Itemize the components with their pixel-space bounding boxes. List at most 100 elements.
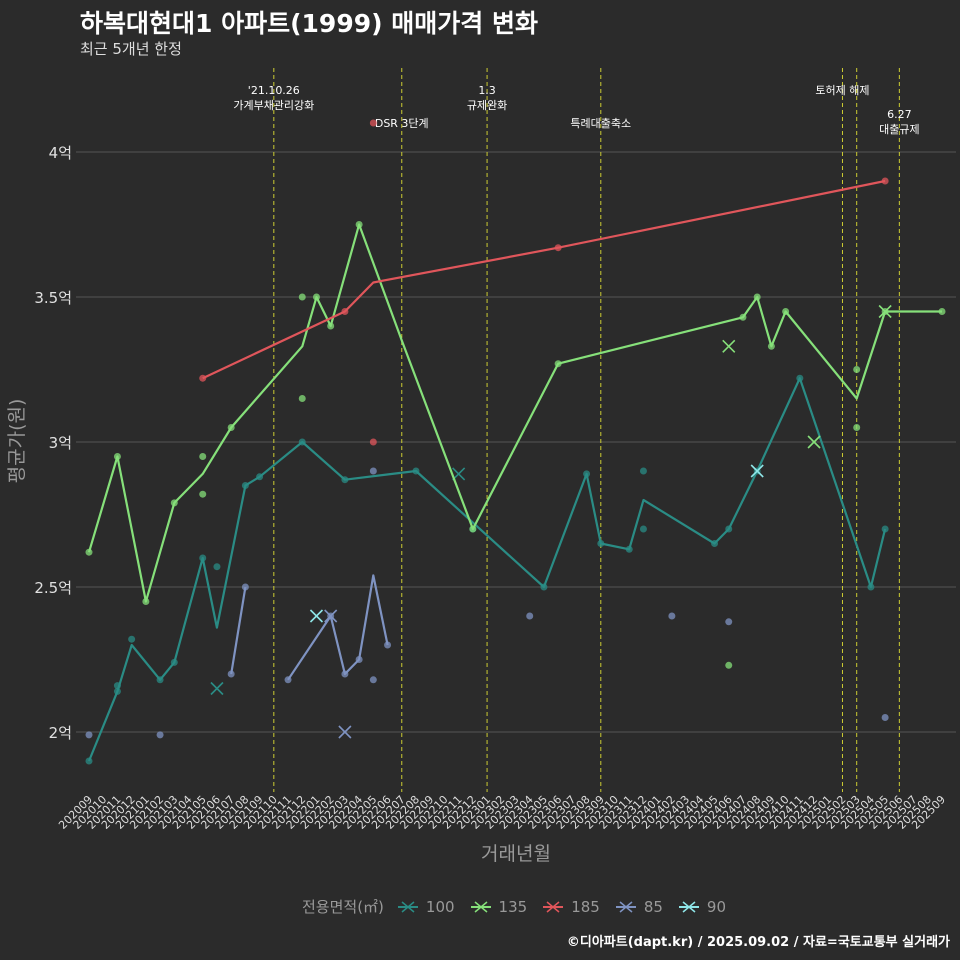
data-point-100 bbox=[213, 563, 221, 571]
data-point-100 bbox=[156, 676, 164, 684]
data-point-100 bbox=[341, 476, 349, 484]
data-point-135 bbox=[355, 221, 363, 228]
data-point-100 bbox=[113, 687, 121, 695]
y-tick-label: 2억 bbox=[49, 724, 72, 742]
legend-label-135: 135 bbox=[498, 897, 528, 916]
legend: 전용면적(㎡) 100 135 185 85 90 bbox=[302, 896, 732, 917]
data-point-100 bbox=[412, 467, 420, 475]
data-point-135 bbox=[554, 360, 562, 368]
legend-item-100: 100 bbox=[396, 898, 455, 916]
data-point-135 bbox=[85, 548, 93, 556]
data-point-100 bbox=[540, 583, 548, 591]
series-line-85 bbox=[287, 574, 389, 681]
data-point-100 bbox=[256, 473, 264, 481]
data-point-85 bbox=[384, 641, 392, 649]
data-point-100 bbox=[625, 545, 633, 553]
data-point-135 bbox=[725, 661, 733, 669]
data-point-100 bbox=[867, 583, 875, 591]
legend-item-90: 90 bbox=[677, 898, 726, 916]
data-point-85 bbox=[369, 467, 377, 475]
data-point-135 bbox=[327, 322, 335, 330]
event-label: 가계부채관리강화 bbox=[233, 99, 314, 112]
data-point-135 bbox=[853, 366, 861, 373]
data-point-135 bbox=[312, 293, 320, 301]
data-point-135 bbox=[739, 313, 747, 321]
event-label: DSR 3단계 bbox=[375, 117, 429, 130]
data-point-85 bbox=[369, 676, 377, 684]
data-point-185 bbox=[554, 244, 562, 252]
legend-key-135 bbox=[470, 900, 491, 913]
data-point-85 bbox=[341, 670, 349, 678]
data-point-185 bbox=[369, 119, 377, 127]
y-tick-label: 3.5억 bbox=[34, 289, 72, 307]
chart-title: 하복대현대1 아파트(1999) 매매가격 변화 bbox=[80, 9, 538, 38]
data-point-85 bbox=[881, 714, 889, 721]
data-point-135 bbox=[853, 424, 861, 431]
data-point-135 bbox=[469, 525, 477, 533]
data-point-85 bbox=[668, 612, 676, 620]
event-label: 토허제 해제 bbox=[815, 83, 869, 97]
legend-label-100: 100 bbox=[425, 897, 455, 916]
data-point-135 bbox=[142, 598, 150, 605]
data-point-135 bbox=[298, 293, 306, 301]
legend-key-100 bbox=[397, 900, 418, 913]
cross-marker-100 bbox=[210, 681, 224, 696]
data-point-100 bbox=[725, 525, 733, 533]
data-point-135 bbox=[227, 424, 235, 431]
data-point-100 bbox=[298, 438, 306, 446]
data-point-100 bbox=[881, 525, 889, 533]
data-point-100 bbox=[128, 635, 136, 643]
chart-subtitle: 최근 5개년 한정 bbox=[80, 40, 182, 58]
data-point-185 bbox=[881, 177, 889, 185]
event-label: 6.27 bbox=[887, 108, 912, 121]
legend-item-185: 185 bbox=[541, 898, 600, 916]
legend-label-185: 185 bbox=[571, 897, 600, 916]
event-label: 특례대출축소 bbox=[570, 117, 631, 130]
event-label: 대출규제 bbox=[879, 123, 919, 136]
data-point-100 bbox=[113, 682, 121, 690]
data-point-135 bbox=[199, 453, 207, 460]
data-point-100 bbox=[85, 757, 93, 765]
data-point-135 bbox=[782, 308, 790, 315]
source-caption: ©디아파트(dapt.kr) / 2025.09.02 / 자료=국토교통부 실… bbox=[566, 935, 950, 950]
data-point-135 bbox=[113, 453, 121, 460]
data-point-100 bbox=[597, 540, 605, 547]
data-point-135 bbox=[767, 342, 775, 350]
y-tick-label: 4억 bbox=[49, 144, 72, 162]
data-point-135 bbox=[199, 490, 207, 498]
x-axis-title: 거래년월 bbox=[481, 843, 551, 865]
data-point-100 bbox=[583, 470, 591, 478]
legend-key-85 bbox=[615, 900, 636, 913]
data-point-85 bbox=[156, 731, 164, 739]
data-point-85 bbox=[227, 670, 235, 678]
series-line-135 bbox=[87, 223, 942, 603]
data-point-185 bbox=[369, 438, 377, 446]
legend-key-185 bbox=[543, 900, 564, 913]
data-point-100 bbox=[639, 525, 647, 533]
data-point-85 bbox=[284, 676, 292, 684]
series-line-185 bbox=[202, 179, 886, 380]
legend-item-135: 135 bbox=[469, 897, 528, 916]
data-point-100 bbox=[639, 467, 647, 475]
cross-marker-85 bbox=[324, 609, 338, 623]
data-point-85 bbox=[241, 583, 249, 591]
legend-item-85: 85 bbox=[614, 898, 663, 916]
data-point-100 bbox=[796, 374, 804, 382]
legend-label-85: 85 bbox=[643, 897, 663, 916]
cross-marker-135 bbox=[807, 435, 821, 449]
data-point-85 bbox=[355, 656, 363, 663]
legend-key-90 bbox=[678, 900, 699, 913]
cross-marker-90 bbox=[309, 609, 324, 623]
data-point-85 bbox=[526, 612, 534, 620]
legend-title: 전용면적(㎡) bbox=[302, 898, 384, 916]
cross-marker-90 bbox=[750, 464, 764, 478]
data-point-135 bbox=[298, 395, 306, 402]
data-point-100 bbox=[199, 554, 207, 562]
data-point-135 bbox=[170, 499, 178, 507]
data-point-100 bbox=[711, 540, 719, 547]
data-point-135 bbox=[938, 308, 946, 315]
data-point-85 bbox=[85, 731, 93, 739]
data-point-135 bbox=[753, 293, 761, 301]
data-point-100 bbox=[241, 482, 249, 489]
